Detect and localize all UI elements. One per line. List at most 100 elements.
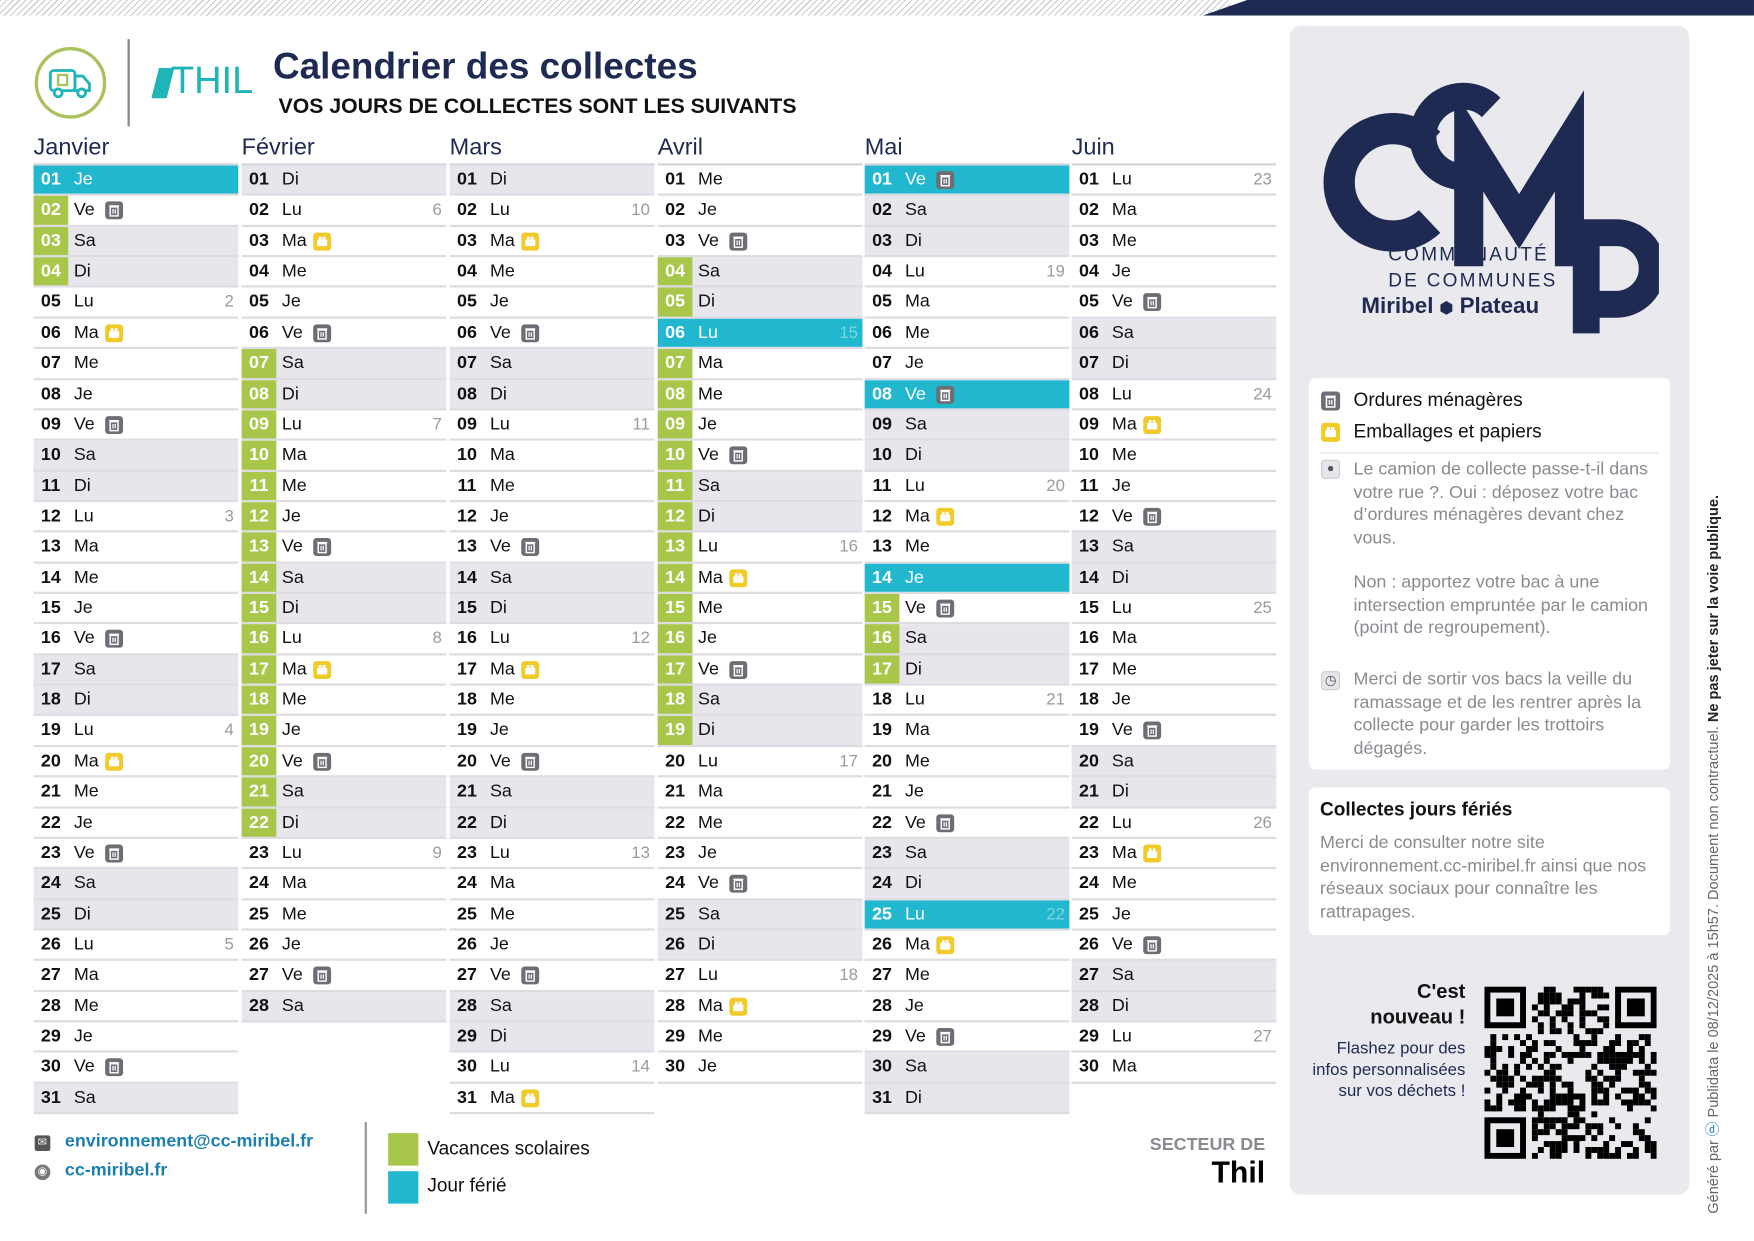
- day-number: 16: [457, 629, 477, 649]
- day-number: 05: [657, 287, 693, 317]
- day-row: 06 Ve: [241, 318, 447, 350]
- day-number: 03: [33, 226, 69, 256]
- day-row: 29 Di: [449, 1022, 655, 1054]
- day-number: 04: [657, 257, 693, 286]
- qr-code[interactable]: [1484, 986, 1657, 1159]
- day-number: 11: [41, 476, 61, 496]
- day-number: 31: [872, 1088, 892, 1108]
- day-row: 12 Di: [657, 502, 863, 533]
- day-number: 26: [248, 935, 269, 955]
- weekday: Ve: [904, 384, 926, 404]
- day-row: 17 Ma: [449, 655, 655, 686]
- weekday: Je: [904, 782, 924, 802]
- trash-bin-icon: [105, 630, 124, 649]
- legend-vacances: Vacances scolaires: [427, 1137, 590, 1159]
- day-row: 23 Sa: [864, 838, 1070, 870]
- day-row: 31 Sa: [33, 1083, 239, 1115]
- day-row: 10 Di: [864, 440, 1070, 472]
- weekday: Di: [1111, 996, 1129, 1016]
- day-row: 29 Je: [33, 1022, 239, 1054]
- day-row: 03 Di: [864, 226, 1070, 258]
- weekday: Di: [1111, 567, 1129, 587]
- day-row: 31 Di: [864, 1083, 1070, 1115]
- weekday: Di: [904, 231, 922, 251]
- hexagon-icon: ⬢: [1439, 298, 1454, 317]
- weekday: Ve: [281, 965, 303, 985]
- weekday: Di: [489, 384, 507, 404]
- day-number: 24: [1079, 873, 1099, 893]
- day-row: 08 Me: [657, 379, 863, 411]
- weekday: Di: [1111, 353, 1129, 373]
- day-number: 10: [657, 440, 693, 470]
- day-number: 08: [872, 384, 892, 404]
- weekday: Di: [281, 170, 299, 190]
- website-link[interactable]: cc-miribel.fr: [64, 1161, 168, 1181]
- day-row: 30 Je: [657, 1053, 863, 1084]
- legend-emballages: Emballages et papiers: [1353, 420, 1542, 442]
- generated-date: le 08/12/2025 à 15h57. Document non cont…: [1704, 726, 1722, 1057]
- weekday: Di: [73, 904, 91, 924]
- day-number: 28: [248, 996, 269, 1016]
- packaging-bag-icon: [1321, 422, 1341, 442]
- day-number: 17: [241, 655, 277, 684]
- weekday: Ve: [73, 1057, 95, 1077]
- day-row: 26 Lu 5: [33, 930, 239, 962]
- generated-prefix: Généré par: [1704, 1140, 1722, 1214]
- weekday: Ma: [698, 567, 723, 587]
- week-number: 2: [224, 292, 234, 312]
- week-number: 4: [224, 720, 234, 740]
- day-row: 21 Ma: [657, 777, 863, 809]
- weekday: Lu: [489, 200, 510, 220]
- weekday: Ma: [1111, 414, 1137, 434]
- email-link[interactable]: environnement@cc-miribel.fr: [64, 1132, 314, 1152]
- day-row: 19 Di: [657, 716, 863, 748]
- day-number: 31: [457, 1088, 477, 1108]
- day-row: 17 Ve: [657, 655, 863, 686]
- packaging-bag-icon: [1143, 415, 1162, 434]
- day-number: 28: [872, 996, 892, 1016]
- day-number: 24: [248, 873, 269, 893]
- day-row: 20 Me: [864, 747, 1070, 778]
- day-number: 15: [1079, 598, 1099, 618]
- day-number: 05: [457, 292, 477, 312]
- weekday: Je: [698, 1057, 717, 1077]
- day-number: 17: [864, 655, 900, 684]
- weekday: Di: [904, 445, 922, 465]
- day-row: 10 Ve: [657, 440, 863, 472]
- day-number: 30: [665, 1057, 686, 1077]
- month-juin: Juin 01 Lu 23 02 Ma 03 Me 04 Je 05 Ve 06 Sa 07 Di 08 Lu 24…: [1071, 134, 1277, 1084]
- day-row: 03 Me: [1071, 226, 1277, 258]
- day-row: 20 Sa: [1071, 747, 1277, 778]
- top-hatched-strip: [0, 0, 1231, 16]
- generated-note: Généré par ⓟ Publidata le 08/12/2025 à 1…: [1703, 442, 1725, 1214]
- day-row: 26 Ma: [864, 930, 1070, 962]
- day-number: 09: [40, 414, 61, 434]
- month-name: Février: [241, 134, 447, 166]
- trash-bin-icon: [1321, 391, 1341, 411]
- day-row: 09 Lu 7: [241, 410, 447, 441]
- day-row: 15 Di: [241, 594, 447, 625]
- weekday: Di: [489, 1026, 507, 1046]
- day-number: 31: [40, 1088, 61, 1108]
- day-number: 17: [657, 655, 693, 684]
- weekday: Je: [281, 292, 301, 312]
- day-number: 25: [457, 904, 477, 924]
- day-row: 09 Ma: [1071, 410, 1277, 441]
- weekday: Lu: [281, 843, 302, 863]
- day-row: 22 Je: [33, 808, 239, 839]
- day-row: 05 Lu 2: [33, 287, 239, 319]
- day-number: 09: [657, 410, 693, 439]
- town-logo-text: THIL: [170, 59, 254, 102]
- day-number: 06: [665, 323, 686, 343]
- weekday: Sa: [1111, 323, 1134, 343]
- day-row: 17 Ma: [241, 655, 447, 686]
- day-row: 20 Lu 17: [657, 747, 863, 778]
- day-number: 06: [248, 323, 269, 343]
- day-number: 21: [457, 782, 477, 802]
- week-number: 27: [1253, 1026, 1272, 1046]
- day-number: 01: [1079, 170, 1099, 190]
- weekday: Ma: [698, 782, 723, 802]
- day-number: 24: [40, 873, 61, 893]
- trash-bin-icon: [729, 875, 748, 893]
- weekday: Lu: [904, 476, 925, 496]
